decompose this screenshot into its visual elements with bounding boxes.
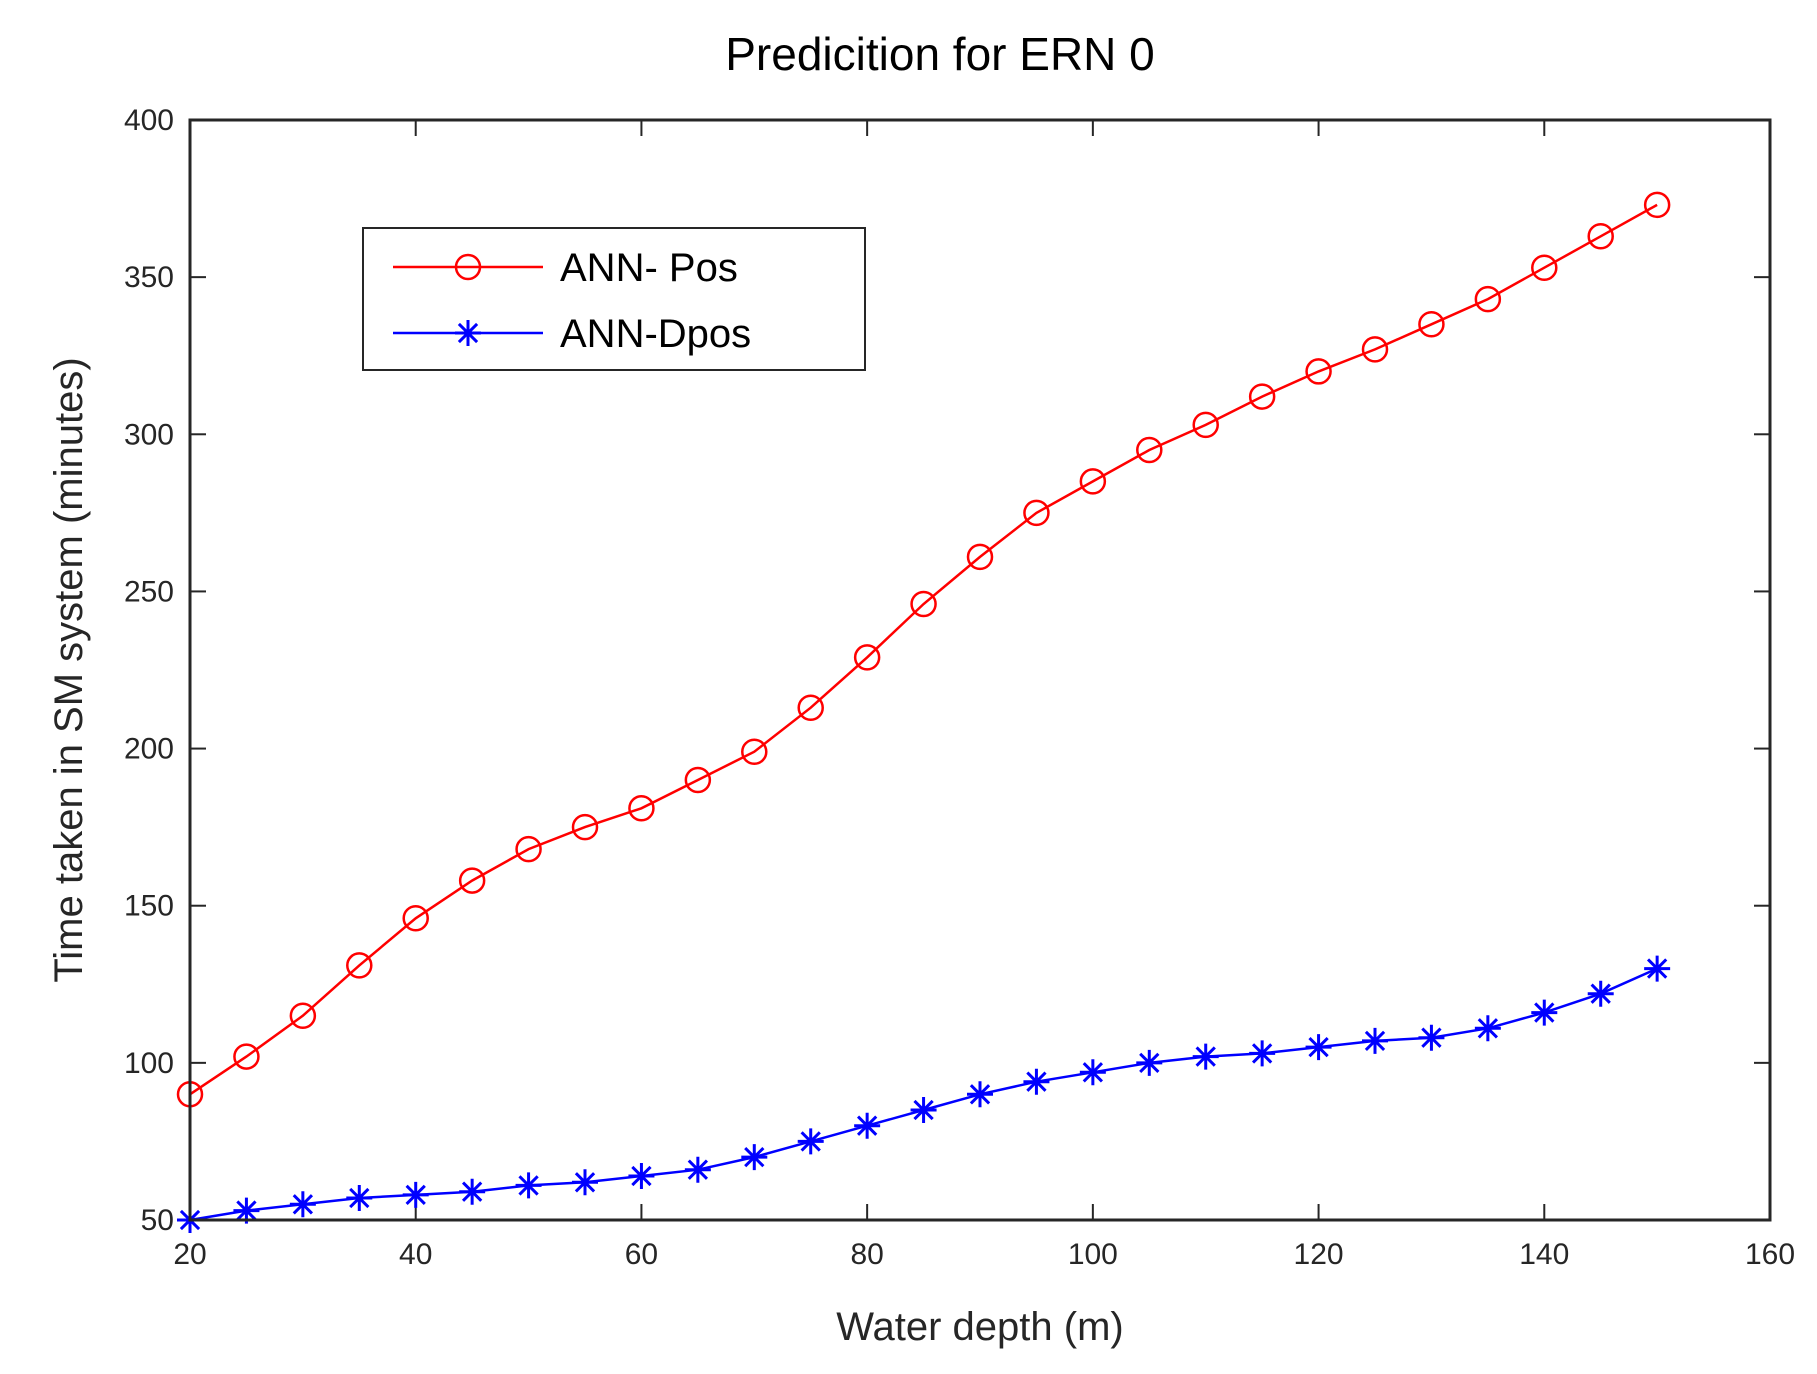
data-point-ann-dpos bbox=[346, 1185, 373, 1211]
series-ann-pos bbox=[176, 191, 1671, 1108]
data-point-ann-dpos bbox=[854, 1112, 881, 1139]
data-point-ann-pos bbox=[1531, 254, 1558, 281]
data-point-ann-pos bbox=[402, 905, 429, 932]
data-point-ann-pos bbox=[458, 867, 486, 894]
x-tick-label: 40 bbox=[399, 1238, 432, 1271]
axis-ticks: 20 40 60 80 100 120 140 160 50 100 150 200 250 300 350… bbox=[124, 104, 1795, 1271]
legend-marker-ann-dpos bbox=[455, 320, 481, 346]
y-axis-label: Time taken in SM system (minutes) bbox=[47, 357, 91, 982]
y-tick-label: 300 bbox=[124, 418, 174, 451]
data-point-ann-pos bbox=[628, 795, 655, 822]
data-point-ann-dpos bbox=[1531, 999, 1558, 1026]
chart-title: Predicition for ERN 0 bbox=[725, 28, 1155, 80]
data-point-ann-pos bbox=[1248, 383, 1276, 410]
data-point-ann-pos bbox=[910, 590, 937, 618]
data-point-ann-dpos bbox=[1136, 1049, 1163, 1076]
data-point-ann-pos bbox=[1361, 336, 1389, 363]
data-point-ann-dpos bbox=[1362, 1027, 1388, 1054]
data-point-ann-dpos bbox=[1023, 1068, 1050, 1095]
data-point-ann-pos bbox=[571, 813, 599, 841]
y-tick-label: 50 bbox=[141, 1204, 174, 1237]
data-point-ann-dpos bbox=[289, 1191, 316, 1218]
x-tick-label: 140 bbox=[1519, 1238, 1569, 1271]
x-tick-label: 120 bbox=[1294, 1238, 1344, 1271]
data-point-ann-pos bbox=[1474, 285, 1502, 313]
data-point-ann-dpos bbox=[233, 1197, 260, 1224]
data-point-ann-dpos bbox=[1079, 1059, 1106, 1086]
y-tick-label: 100 bbox=[124, 1047, 174, 1080]
legend-box bbox=[362, 227, 866, 371]
data-point-ann-dpos bbox=[1474, 1015, 1501, 1042]
series-line-ann-pos bbox=[189, 203, 1658, 1096]
y-tick-label: 350 bbox=[124, 261, 174, 294]
data-point-ann-dpos bbox=[741, 1144, 768, 1171]
data-point-ann-dpos bbox=[628, 1163, 655, 1189]
data-point-ann-pos bbox=[1023, 499, 1050, 527]
data-point-ann-pos bbox=[1305, 358, 1332, 385]
x-tick-label: 100 bbox=[1068, 1238, 1118, 1271]
data-point-ann-dpos bbox=[1418, 1024, 1445, 1051]
data-point-ann-dpos bbox=[1192, 1043, 1219, 1070]
x-tick-label: 80 bbox=[850, 1238, 883, 1271]
data-point-ann-dpos bbox=[910, 1097, 937, 1123]
legend-label-ann-pos: ANN- Pos bbox=[560, 246, 738, 290]
data-point-ann-dpos bbox=[1587, 980, 1614, 1007]
y-tick-label: 200 bbox=[124, 733, 174, 766]
data-point-ann-dpos bbox=[572, 1169, 598, 1196]
data-point-ann-dpos bbox=[515, 1172, 542, 1199]
y-tick-label: 250 bbox=[124, 575, 174, 608]
data-point-ann-dpos bbox=[967, 1081, 993, 1108]
data-point-ann-pos bbox=[1136, 436, 1163, 464]
data-point-ann-pos bbox=[797, 694, 824, 721]
x-tick-label: 60 bbox=[625, 1238, 658, 1271]
plot-frame bbox=[188, 118, 1772, 1222]
y-tick-label: 150 bbox=[124, 890, 174, 923]
data-point-ann-dpos bbox=[459, 1178, 486, 1205]
legend-marker-ann-pos bbox=[454, 253, 482, 281]
x-tick-label: 160 bbox=[1745, 1238, 1795, 1271]
x-tick-label: 20 bbox=[173, 1238, 206, 1271]
x-axis-label: Water depth (m) bbox=[836, 1305, 1123, 1349]
data-point-ann-pos bbox=[1192, 411, 1219, 439]
data-point-ann-pos bbox=[1643, 191, 1671, 219]
data-point-ann-pos bbox=[741, 738, 768, 765]
data-point-ann-pos bbox=[853, 644, 881, 671]
data-point-ann-dpos bbox=[684, 1156, 711, 1183]
data-point-ann-dpos bbox=[797, 1128, 824, 1155]
data-point-ann-pos bbox=[1079, 468, 1107, 495]
legend: ANN- Pos ANN-Dpos bbox=[362, 227, 866, 371]
legend-label-ann-dpos: ANN-Dpos bbox=[560, 312, 751, 356]
data-point-ann-dpos bbox=[1249, 1040, 1276, 1067]
data-point-ann-pos bbox=[515, 835, 542, 863]
data-point-ann-dpos bbox=[402, 1181, 429, 1208]
data-point-ann-pos bbox=[1418, 311, 1445, 338]
data-point-ann-dpos bbox=[1305, 1034, 1332, 1061]
data-point-ann-dpos bbox=[1644, 955, 1671, 982]
y-tick-label: 400 bbox=[124, 104, 174, 137]
legend-entries: ANN- Pos ANN-Dpos bbox=[393, 246, 751, 356]
data-point-ann-pos bbox=[966, 543, 994, 571]
data-point-ann-pos bbox=[233, 1043, 260, 1070]
data-point-ann-pos bbox=[289, 1002, 317, 1029]
data-point-ann-pos bbox=[346, 952, 373, 979]
data-point-ann-pos bbox=[684, 766, 712, 794]
data-point-ann-pos bbox=[1587, 223, 1614, 250]
